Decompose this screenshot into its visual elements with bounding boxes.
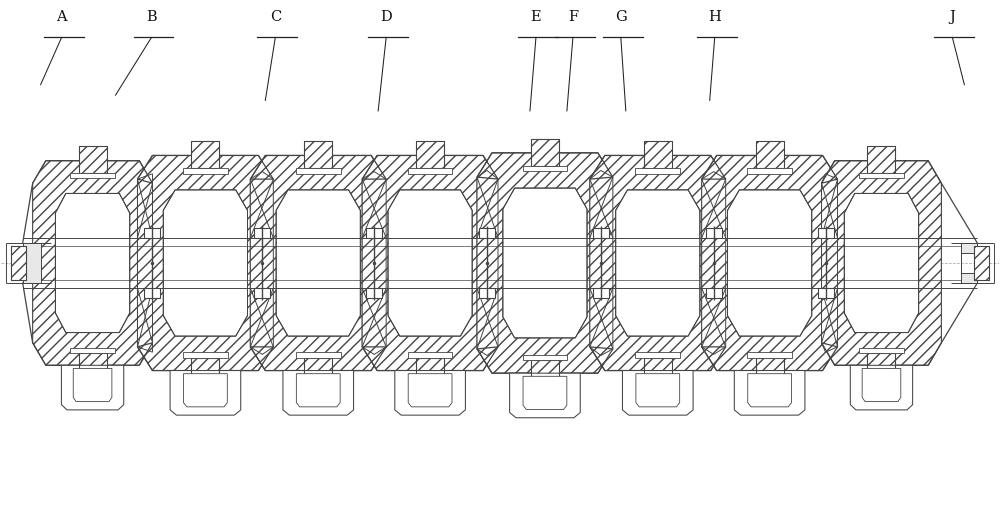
Polygon shape [974, 246, 989, 280]
Polygon shape [362, 156, 498, 370]
Polygon shape [184, 373, 227, 407]
Polygon shape [79, 146, 107, 173]
Polygon shape [748, 373, 792, 407]
Polygon shape [296, 352, 341, 358]
Polygon shape [702, 156, 838, 370]
Polygon shape [503, 188, 587, 338]
Polygon shape [531, 360, 559, 387]
Polygon shape [616, 190, 700, 336]
Polygon shape [822, 174, 838, 352]
Text: A: A [56, 11, 67, 24]
Polygon shape [747, 352, 792, 358]
Polygon shape [23, 243, 41, 283]
Polygon shape [523, 355, 567, 360]
Polygon shape [818, 228, 834, 238]
Polygon shape [867, 146, 895, 173]
Polygon shape [706, 288, 722, 298]
Polygon shape [254, 228, 270, 238]
Polygon shape [388, 190, 472, 336]
Polygon shape [523, 166, 567, 171]
Polygon shape [590, 170, 613, 356]
Polygon shape [79, 353, 107, 380]
Polygon shape [635, 352, 680, 358]
Text: B: B [146, 11, 157, 24]
Polygon shape [844, 194, 919, 332]
Polygon shape [862, 368, 901, 402]
Polygon shape [706, 228, 722, 238]
Polygon shape [296, 168, 341, 174]
Polygon shape [250, 171, 273, 355]
Polygon shape [144, 228, 160, 238]
Polygon shape [254, 288, 270, 298]
Polygon shape [728, 190, 812, 336]
Polygon shape [362, 171, 386, 355]
Text: C: C [270, 11, 281, 24]
Polygon shape [416, 141, 444, 168]
Polygon shape [408, 352, 452, 358]
Polygon shape [304, 358, 332, 385]
Polygon shape [822, 161, 941, 365]
Polygon shape [593, 288, 609, 298]
Polygon shape [961, 243, 977, 283]
Polygon shape [70, 348, 115, 353]
Polygon shape [479, 228, 495, 238]
Polygon shape [61, 365, 124, 410]
Polygon shape [416, 358, 444, 385]
Polygon shape [70, 173, 115, 178]
Polygon shape [850, 365, 913, 410]
Text: G: G [615, 11, 627, 24]
Polygon shape [144, 288, 160, 298]
Polygon shape [183, 168, 228, 174]
Polygon shape [590, 156, 726, 370]
Polygon shape [510, 373, 580, 418]
Polygon shape [818, 288, 834, 298]
Polygon shape [183, 352, 228, 358]
Polygon shape [55, 194, 130, 332]
Polygon shape [408, 373, 452, 407]
Polygon shape [191, 141, 219, 168]
Polygon shape [250, 156, 386, 370]
Polygon shape [138, 156, 273, 370]
Polygon shape [756, 141, 784, 168]
Polygon shape [138, 174, 152, 352]
Polygon shape [523, 376, 567, 409]
Polygon shape [283, 370, 354, 415]
Polygon shape [756, 358, 784, 385]
Polygon shape [304, 141, 332, 168]
Polygon shape [479, 288, 495, 298]
Text: H: H [708, 11, 721, 24]
Polygon shape [366, 228, 382, 238]
Polygon shape [593, 228, 609, 238]
Polygon shape [276, 190, 360, 336]
Polygon shape [296, 373, 340, 407]
Polygon shape [366, 288, 382, 298]
Polygon shape [644, 358, 672, 385]
Text: D: D [380, 11, 392, 24]
Polygon shape [859, 173, 904, 178]
Polygon shape [191, 358, 219, 385]
Text: E: E [531, 11, 541, 24]
Text: J: J [949, 11, 955, 24]
Polygon shape [644, 141, 672, 168]
Polygon shape [477, 170, 498, 356]
Polygon shape [636, 373, 680, 407]
Polygon shape [734, 370, 805, 415]
Text: F: F [568, 11, 578, 24]
Polygon shape [11, 246, 26, 280]
Polygon shape [477, 153, 613, 373]
Polygon shape [702, 171, 726, 355]
Polygon shape [395, 370, 465, 415]
Polygon shape [73, 368, 112, 402]
Polygon shape [859, 348, 904, 353]
Polygon shape [635, 168, 680, 174]
Polygon shape [170, 370, 241, 415]
Polygon shape [33, 161, 152, 365]
Polygon shape [622, 370, 693, 415]
Polygon shape [747, 168, 792, 174]
Polygon shape [163, 190, 248, 336]
Polygon shape [867, 353, 895, 380]
Polygon shape [531, 139, 559, 166]
Polygon shape [408, 168, 452, 174]
